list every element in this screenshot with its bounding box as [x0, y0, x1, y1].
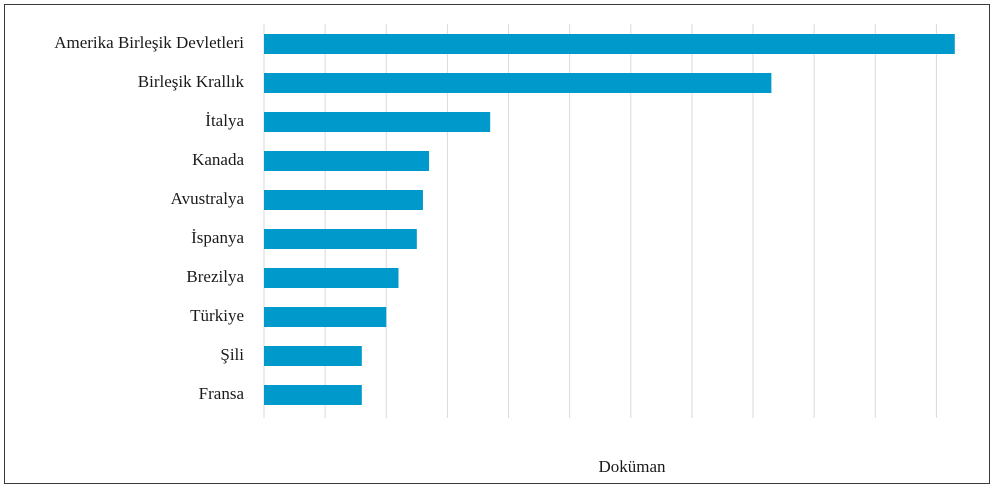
bar — [264, 190, 423, 210]
category-label: Türkiye — [190, 306, 244, 325]
bar — [264, 34, 955, 54]
category-label: İtalya — [205, 111, 244, 130]
category-label: Brezilya — [186, 267, 244, 286]
category-label: Amerika Birleşik Devletleri — [54, 33, 244, 52]
bar — [264, 307, 387, 327]
category-label: İspanya — [191, 228, 244, 247]
category-label: Şili — [220, 345, 244, 364]
bar — [264, 268, 399, 288]
bars — [264, 34, 955, 405]
category-label: Birleşik Krallık — [138, 72, 245, 91]
category-label: Avustralya — [171, 189, 245, 208]
category-label: Fransa — [199, 384, 245, 403]
x-axis-title: Doküman — [598, 457, 666, 476]
bar — [264, 112, 491, 132]
category-labels: Amerika Birleşik Devletleri Birleşik Kral… — [54, 33, 244, 403]
category-label: Kanada — [192, 150, 244, 169]
bar — [264, 73, 772, 93]
bar — [264, 229, 417, 249]
bar — [264, 151, 430, 171]
bar — [264, 385, 362, 405]
bar — [264, 346, 362, 366]
